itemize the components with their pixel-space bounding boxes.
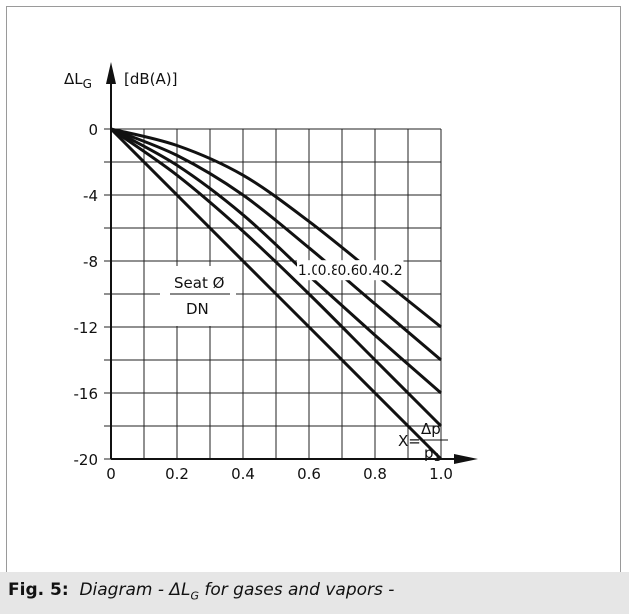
series-label-1-0: 1.0 — [298, 263, 320, 279]
y-tick-label: -8 — [83, 253, 98, 271]
y-tick-label: -12 — [74, 319, 99, 337]
x-tick-label: 0.6 — [297, 465, 321, 483]
series-label-background — [316, 260, 341, 281]
y-axis-label: ΔLG — [64, 70, 92, 91]
x-tick-label: 0.2 — [165, 465, 189, 483]
series-label-0-6: 0.6 — [337, 263, 359, 279]
series-label-background — [336, 260, 361, 281]
series-line-0-2 — [110, 127, 442, 329]
caption-text-before: Diagram - ΔL — [79, 580, 191, 600]
y-axis-arrow — [106, 62, 116, 84]
param-label-denominator: DN — [186, 300, 209, 318]
y-axis-unit: [dB(A)] — [124, 70, 177, 88]
x-tick-label: 0.8 — [363, 465, 387, 483]
series-label-background — [379, 260, 404, 281]
series-line-0-6 — [110, 127, 442, 395]
caption-bar — [0, 572, 629, 614]
y-tick-label: -4 — [83, 187, 98, 205]
param-label-numerator: Seat Ø — [174, 274, 225, 292]
caption-text-after: for gases and vapors - — [199, 580, 395, 600]
y-tick-label: -20 — [74, 451, 99, 469]
series-label-background — [297, 260, 321, 281]
series-label-0-2: 0.2 — [380, 263, 402, 279]
series-line-0-4 — [110, 127, 442, 362]
series-line-1-0 — [109, 127, 443, 461]
series-lines — [109, 127, 443, 461]
figure-caption: Fig. 5: Diagram - ΔLG for gases and vapo… — [8, 580, 394, 602]
x-tick-label: 0 — [106, 465, 116, 483]
x-tick-label: 0.4 — [231, 465, 255, 483]
series-label-0-4: 0.4 — [359, 263, 381, 279]
param-label-background — [160, 266, 236, 326]
chart-text: ΔLG [dB(A)] X= Δp p1 Seat Ø DN 0 -4 -8 -12 -… — [64, 70, 453, 483]
axes — [104, 62, 478, 464]
chart-area: ΔLG [dB(A)] X= Δp p1 Seat Ø DN 0 -4 -8 -12 -… — [64, 62, 478, 483]
x-axis-arrow — [454, 454, 478, 464]
series-label-0-8: 0.8 — [318, 263, 340, 279]
series-line-0-8 — [110, 127, 443, 428]
caption-fig-label: Fig. 5: — [8, 580, 69, 600]
y-tick-label: 0 — [88, 121, 98, 139]
x-tick-label: 1.0 — [429, 465, 453, 483]
x-axis-label-numerator: Δp — [421, 420, 441, 438]
caption-text-sub: G — [190, 589, 199, 603]
x-axis-label-prefix: X= — [398, 432, 421, 450]
y-tick-label: -16 — [74, 385, 99, 403]
series-label-background — [358, 260, 383, 281]
x-axis-label-denominator: p1 — [424, 444, 441, 464]
